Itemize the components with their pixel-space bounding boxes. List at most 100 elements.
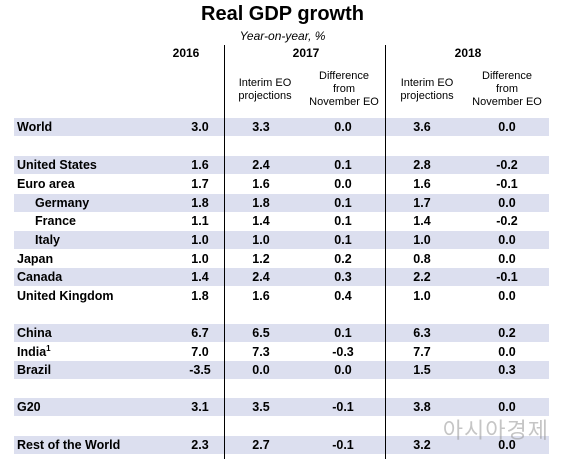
value-2018-interim: 1.4: [413, 214, 431, 228]
value-2017-difference: -0.1: [332, 400, 354, 414]
value-2017-interim: 7.3: [252, 345, 270, 359]
value-2017-interim: 0.0: [252, 363, 270, 377]
interim-projections-header-2017: Interim EO projections: [238, 77, 292, 102]
year-2017-header: 2017: [292, 46, 320, 60]
value-2017-difference: 0.0: [334, 177, 352, 191]
value-2018-difference: -0.2: [496, 214, 518, 228]
country-name: United States: [17, 158, 97, 172]
value-2016: 1.8: [191, 196, 209, 210]
value-2016: -3.5: [189, 363, 211, 377]
value-2018-interim: 2.8: [413, 158, 431, 172]
table-row: G20 3.1 3.5 -0.1 3.8 0.0: [14, 398, 549, 416]
value-2017-difference: 0.1: [334, 196, 352, 210]
year-2016-header: 2016: [172, 46, 200, 60]
value-2018-difference: 0.0: [498, 120, 516, 134]
value-2017-interim: 2.4: [252, 270, 270, 284]
value-2017-difference: 0.2: [334, 252, 352, 266]
value-2018-difference: -0.1: [496, 270, 518, 284]
country-name: India1: [17, 344, 51, 360]
value-2018-difference: 0.0: [498, 252, 516, 266]
value-2017-interim: 3.5: [252, 400, 270, 414]
country-name: G20: [17, 400, 41, 414]
value-2018-interim: 0.8: [413, 252, 431, 266]
watermark: 아시아경제: [442, 419, 549, 444]
value-2018-difference: 0.0: [498, 400, 516, 414]
country-name: Euro area: [17, 177, 75, 191]
value-2017-difference: -0.3: [332, 345, 354, 359]
value-2016: 3.1: [191, 400, 209, 414]
country-name: China: [17, 326, 52, 340]
country-name: Brazil: [17, 363, 52, 377]
table-row: World 3.0 3.3 0.0 3.6 0.0: [14, 118, 549, 136]
value-2018-interim: 7.7: [413, 345, 431, 359]
value-2017-difference: 0.0: [334, 363, 352, 377]
country-name: Germany: [35, 196, 90, 210]
table-row: India1 7.0 7.3 -0.3 7.7 0.0: [14, 343, 549, 361]
value-2017-interim: 1.8: [252, 196, 270, 210]
table-row: China 6.7 6.5 0.1 6.3 0.2: [14, 324, 549, 342]
value-2018-difference: -0.2: [496, 158, 518, 172]
value-2017-difference: 0.1: [334, 214, 352, 228]
table-row: Germany 1.8 1.8 0.1 1.7 0.0: [14, 194, 549, 212]
table-row: Canada 1.4 2.4 0.3 2.2 -0.1: [14, 268, 549, 286]
value-2018-difference: 0.0: [498, 438, 516, 452]
difference-header-2018: Difference from November EO: [472, 70, 542, 108]
value-2017-interim: 1.6: [252, 177, 270, 191]
table-row: United Kingdom 1.8 1.6 0.4 1.0 0.0: [14, 287, 549, 305]
value-2018-interim: 3.2: [413, 438, 431, 452]
value-2016: 7.0: [191, 345, 209, 359]
value-2017-interim: 2.7: [252, 438, 270, 452]
value-2018-interim: 1.6: [413, 177, 431, 191]
value-2017-interim: 1.2: [252, 252, 270, 266]
country-name: Japan: [17, 252, 54, 266]
value-2016: 1.1: [191, 214, 209, 228]
value-2016: 1.7: [191, 177, 209, 191]
value-2018-difference: 0.2: [498, 326, 516, 340]
value-2018-interim: 3.6: [413, 120, 431, 134]
table-row: Euro area 1.7 1.6 0.0 1.6 -0.1: [14, 175, 549, 193]
value-2016: 2.3: [191, 438, 209, 452]
value-2016: 3.0: [191, 120, 209, 134]
country-name: World: [17, 120, 53, 134]
value-2018-interim: 1.5: [413, 363, 431, 377]
year-2018-header: 2018: [454, 46, 482, 60]
value-2017-interim: 3.3: [252, 120, 270, 134]
table-row: France 1.1 1.4 0.1 1.4 -0.2: [14, 212, 549, 230]
value-2018-difference: -0.1: [496, 177, 518, 191]
country-name: France: [35, 214, 76, 228]
country-name: Italy: [35, 233, 61, 247]
value-2017-difference: -0.1: [332, 438, 354, 452]
value-2018-interim: 1.0: [413, 289, 431, 303]
country-name: United Kingdom: [17, 289, 114, 303]
difference-header-2017: Difference from November EO: [309, 70, 379, 108]
column-divider-2017: [224, 45, 225, 459]
value-2017-difference: 0.4: [334, 289, 352, 303]
value-2018-interim: 6.3: [413, 326, 431, 340]
country-name: Rest of the World: [17, 438, 121, 452]
value-2017-interim: 1.4: [252, 214, 270, 228]
value-2017-interim: 6.5: [252, 326, 270, 340]
value-2018-interim: 1.7: [413, 196, 431, 210]
table-row: United States 1.6 2.4 0.1 2.8 -0.2: [14, 156, 549, 174]
value-2018-difference: 0.0: [498, 233, 516, 247]
value-2017-interim: 1.6: [252, 289, 270, 303]
value-2016: 1.0: [191, 233, 209, 247]
value-2016: 1.8: [191, 289, 209, 303]
value-2017-difference: 0.1: [334, 233, 352, 247]
value-2017-difference: 0.1: [334, 158, 352, 172]
value-2018-difference: 0.0: [498, 196, 516, 210]
page-title: Real GDP growth: [201, 3, 364, 25]
value-2017-difference: 0.3: [334, 270, 352, 284]
table-row: Rest of the World 2.3 2.7 -0.1 3.2 0.0: [14, 436, 549, 454]
table-row: Japan 1.0 1.2 0.2 0.8 0.0: [14, 250, 549, 268]
interim-projections-header-2018: Interim EO projections: [400, 77, 454, 102]
value-2018-interim: 2.2: [413, 270, 431, 284]
table-row: Italy 1.0 1.0 0.1 1.0 0.0: [14, 231, 549, 249]
value-2018-interim: 1.0: [413, 233, 431, 247]
footnote-marker: 1: [46, 344, 51, 353]
value-2018-interim: 3.8: [413, 400, 431, 414]
page-subtitle: Year-on-year, %: [239, 29, 326, 43]
value-2017-difference: 0.1: [334, 326, 352, 340]
value-2017-difference: 0.0: [334, 120, 352, 134]
value-2016: 6.7: [191, 326, 209, 340]
